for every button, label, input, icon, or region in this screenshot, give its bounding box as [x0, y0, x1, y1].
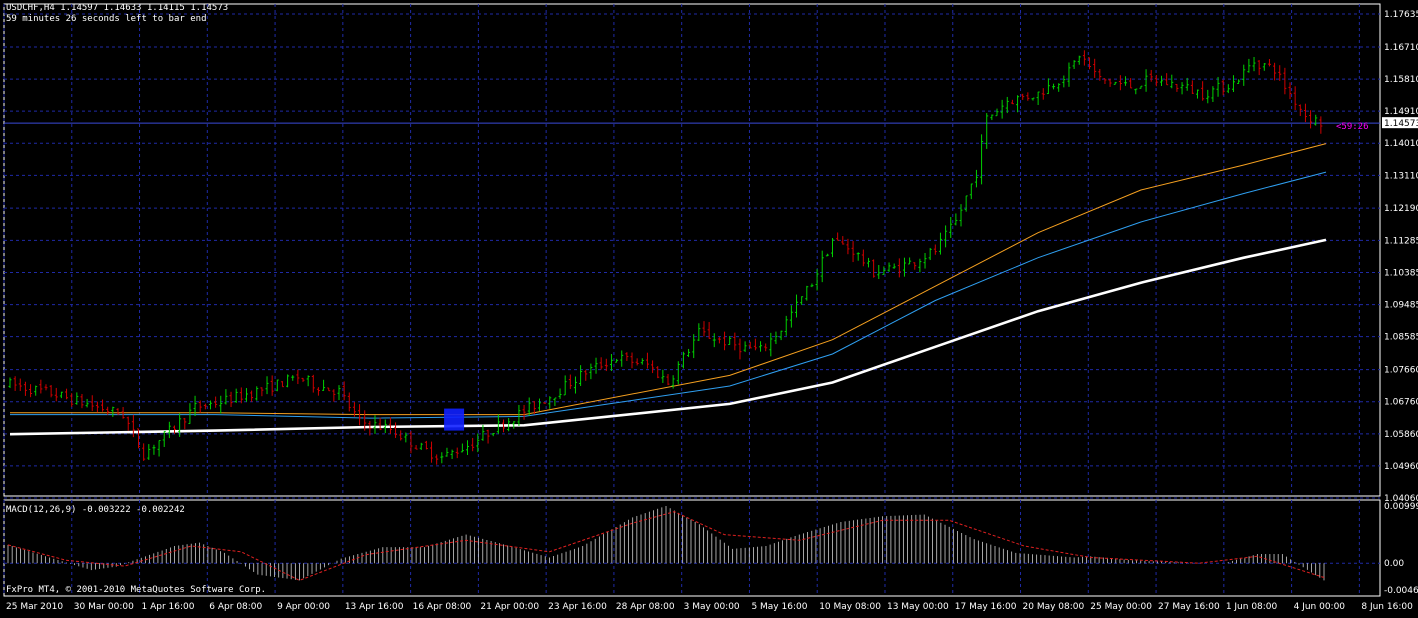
price-tick-label: 1.09485 [1384, 301, 1418, 311]
price-tick-label: 1.04960 [1384, 462, 1418, 472]
time-tick-label: 8 Jun 16:00 [1361, 602, 1413, 612]
time-tick-label: 1 Apr 16:00 [142, 602, 195, 612]
time-tick-label: 13 Apr 16:00 [345, 602, 404, 612]
price-tick-label: 1.05860 [1384, 430, 1418, 440]
price-tick-label: 1.10385 [1384, 268, 1418, 278]
macd-signal-line [7, 511, 1325, 581]
selection-marker [444, 408, 465, 431]
price-tick-label: 1.08585 [1384, 333, 1418, 343]
current-price-label: 1.14573 [1384, 119, 1418, 129]
macd-tick-label: 0.00999 [1384, 502, 1418, 512]
price-tick-label: 1.15810 [1384, 75, 1418, 85]
moving-average-line [10, 143, 1327, 416]
macd-header: MACD(12,26,9) -0.003222 -0.002242 [6, 505, 185, 515]
time-tick-label: 25 Mar 2010 [6, 602, 63, 612]
time-tick-label: 28 Apr 08:00 [616, 602, 675, 612]
time-tick-label: 17 May 16:00 [955, 602, 1017, 612]
price-tick-label: 1.16710 [1384, 43, 1418, 53]
time-tick-label: 10 May 08:00 [819, 602, 881, 612]
time-tick-label: 27 May 16:00 [1158, 602, 1220, 612]
time-tick-label: 6 Apr 08:00 [209, 602, 262, 612]
time-tick-label: 9 Apr 00:00 [277, 602, 330, 612]
time-tick-label: 30 Mar 00:00 [74, 602, 134, 612]
time-tick-label: 4 Jun 00:00 [1294, 602, 1346, 612]
time-tick-label: 1 Jun 08:00 [1226, 602, 1278, 612]
macd-tick-label: 0.00 [1384, 559, 1404, 569]
copyright-text: FxPro MT4, © 2001-2010 MetaQuotes Softwa… [6, 585, 267, 595]
countdown-text: 59 minutes 26 seconds left to bar end [6, 14, 207, 24]
time-tick-label: 5 May 16:00 [751, 602, 807, 612]
time-tick-label: 20 May 08:00 [1023, 602, 1085, 612]
symbol-header: USDCHF,H4 1.14597 1.14633 1.14115 1.1457… [6, 3, 229, 13]
price-tick-label: 1.07660 [1384, 366, 1418, 376]
main-pane-frame [3, 3, 1381, 497]
price-tick-label: 1.11285 [1384, 236, 1418, 246]
price-tick-label: 1.14010 [1384, 139, 1418, 149]
price-tick-label: 1.12190 [1384, 204, 1418, 214]
macd-tick-label: -0.00468 [1384, 586, 1418, 596]
price-tick-label: 1.13110 [1384, 171, 1418, 181]
current-price-box [1382, 117, 1418, 129]
time-tick-label: 21 Apr 00:00 [480, 602, 539, 612]
time-tick-label: 25 May 00:00 [1090, 602, 1152, 612]
moving-average-line [10, 171, 1327, 419]
price-tick-label: 1.04060 [1384, 494, 1418, 504]
price-tick-label: 1.14910 [1384, 107, 1418, 117]
time-tick-label: 16 Apr 08:00 [413, 602, 472, 612]
time-tick-label: 13 May 00:00 [887, 602, 949, 612]
moving-average-line [9, 238, 1327, 436]
time-tick-label: 23 Apr 16:00 [548, 602, 607, 612]
price-tick-label: 1.17635 [1384, 10, 1418, 20]
time-tick-label: 3 May 00:00 [684, 602, 740, 612]
price-tick-label: 1.06760 [1384, 398, 1418, 408]
timer-label: <59:26 [1336, 122, 1369, 132]
